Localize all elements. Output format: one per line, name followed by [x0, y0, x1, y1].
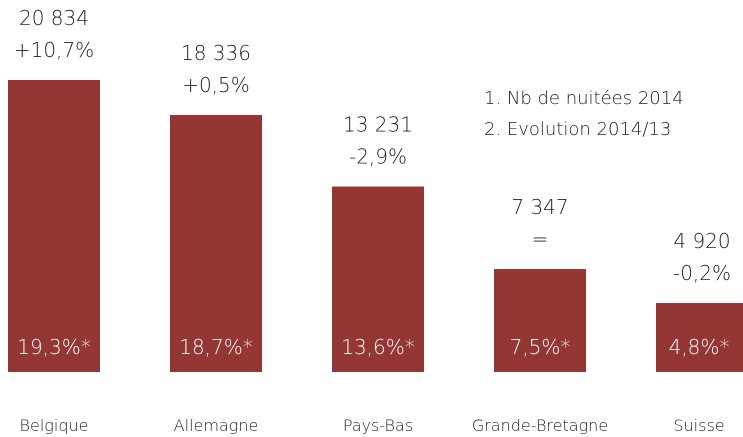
value-label: 18 336	[181, 41, 251, 65]
x-tick-label: Allemagne	[174, 416, 259, 435]
bar	[494, 269, 586, 372]
evolution-label: -0,2%	[673, 261, 731, 285]
bar	[170, 115, 262, 372]
x-tick-label: Pays-Bas	[343, 416, 413, 435]
legend-text: 1. Nb de nuitées 2014	[484, 88, 684, 109]
share-label: 19,3%*	[17, 335, 91, 359]
share-label: 7,5%*	[510, 335, 571, 359]
bar	[332, 186, 424, 372]
x-tick-label: Grande-Bretagne	[472, 416, 608, 435]
share-label: 18,7%*	[179, 335, 253, 359]
bar	[8, 80, 100, 372]
bar	[656, 303, 743, 372]
evolution-label: =	[532, 227, 549, 251]
legend-text: 2. Evolution 2014/13	[484, 119, 671, 140]
evolution-label: -2,9%	[349, 145, 407, 169]
value-label: 13 231	[343, 113, 413, 137]
share-label: 13,6%*	[341, 335, 415, 359]
value-label: 20 834	[19, 6, 89, 30]
share-label: 4,8%*	[669, 335, 730, 359]
x-tick-label: Suisse	[673, 416, 724, 435]
x-tick-label: Belgique	[20, 416, 89, 435]
evolution-label: +10,7%	[14, 38, 94, 62]
value-label: 7 347	[511, 195, 568, 219]
evolution-label: +0,5%	[182, 73, 250, 97]
value-label: 4 920	[673, 229, 730, 253]
